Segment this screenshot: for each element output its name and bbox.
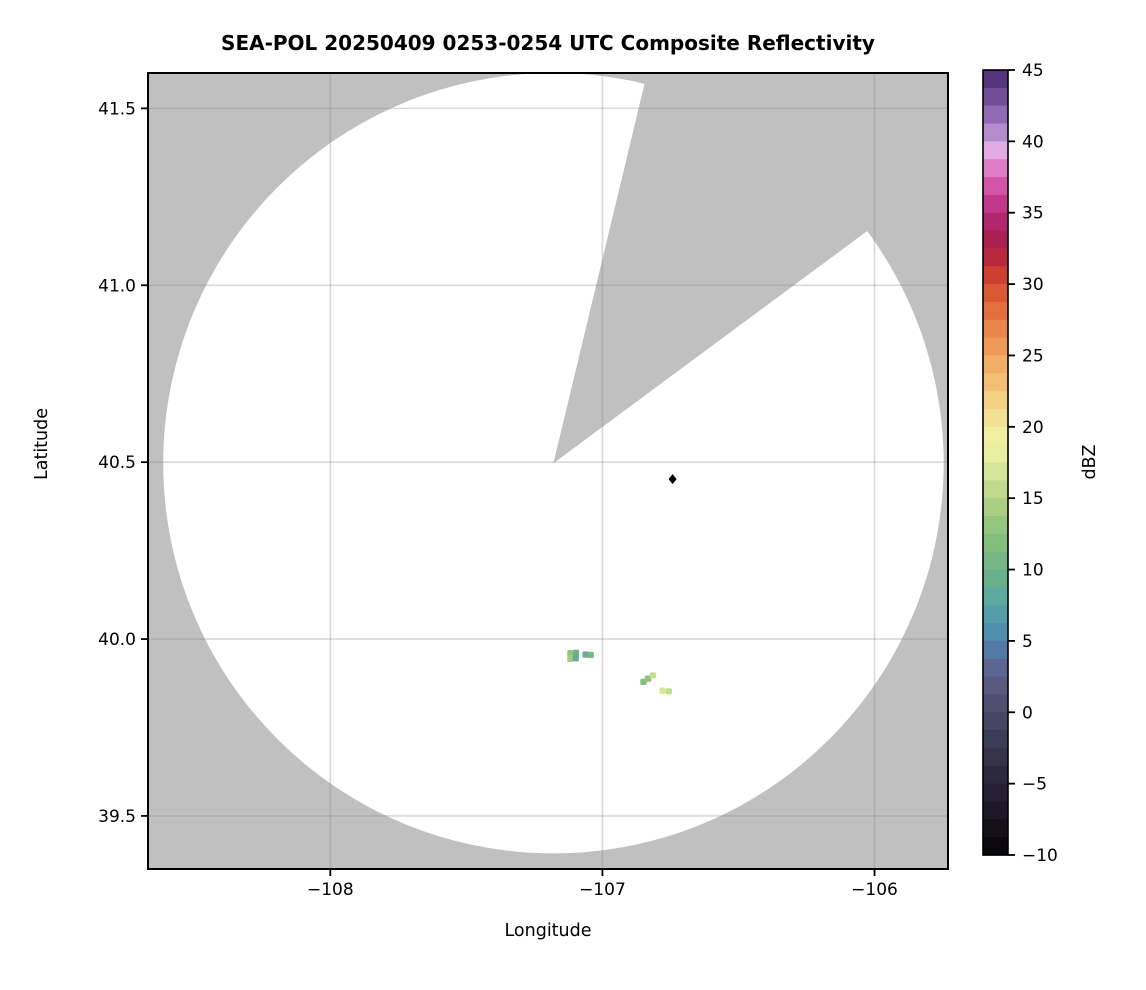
colorbar-cell [983, 623, 1008, 642]
colorbar-cell [983, 551, 1008, 571]
colorbar-cell [983, 194, 1008, 214]
colorbar-cell [983, 301, 1008, 321]
colorbar-cell [983, 516, 1008, 535]
echo-streak-central-cell [645, 675, 652, 682]
colorbar-tick-label: 40 [1022, 132, 1044, 152]
colorbar-tick-label: 30 [1022, 275, 1044, 295]
echo-cluster-west-cell [572, 649, 580, 657]
colorbar-cell [983, 284, 1008, 303]
colorbar-cell [983, 319, 1008, 339]
echo-cluster-west-cell [582, 651, 589, 658]
colorbar-cell [983, 837, 1008, 856]
echo-cluster-west-cell [567, 650, 574, 657]
colorbar-cell [983, 587, 1008, 606]
colorbar-cell [983, 337, 1008, 357]
colorbar-label: dBZ [1080, 444, 1100, 480]
colorbar-cell [983, 694, 1008, 713]
echo-cluster-west-cell [572, 654, 579, 662]
colorbar-tick-label: −5 [1022, 775, 1047, 795]
colorbar-cell [983, 462, 1008, 481]
colorbar-cell [983, 640, 1008, 660]
colorbar-tick-label: 5 [1022, 632, 1033, 652]
colorbar-tick-label: 45 [1022, 61, 1044, 81]
colorbar-cell [983, 355, 1008, 374]
y-axis-label: Latitude [32, 407, 52, 481]
colorbar-cell [983, 676, 1008, 696]
colorbar-cell [983, 373, 1008, 392]
colorbar-cell [983, 426, 1008, 446]
echo-pair-east-cell [659, 687, 666, 694]
colorbar-cell [983, 533, 1008, 553]
colorbar-cell [983, 605, 1008, 624]
colorbar-cell [983, 177, 1008, 196]
colorbar-cell [983, 819, 1008, 838]
colorbar-tick-label: 10 [1022, 561, 1044, 581]
colorbar-cell [983, 783, 1008, 803]
colorbar-cell [983, 87, 1008, 107]
y-tick-label: 41.0 [98, 276, 136, 296]
colorbar-cell [983, 248, 1008, 267]
colorbar-cell [983, 480, 1008, 499]
colorbar-cell [983, 212, 1008, 232]
colorbar-tick-label: 15 [1022, 489, 1044, 509]
colorbar-cell [983, 266, 1008, 285]
colorbar-cell [983, 444, 1008, 464]
y-tick-label: 39.5 [98, 807, 136, 827]
y-tick-label: 40.0 [98, 630, 136, 650]
colorbar-tick-label: 25 [1022, 346, 1044, 366]
colorbar-cell [983, 408, 1008, 428]
colorbar-tick-label: 20 [1022, 418, 1044, 438]
colorbar-tick-label: 35 [1022, 204, 1044, 224]
colorbar-cell [983, 141, 1008, 160]
map-layer [148, 73, 948, 869]
x-tick-label: −106 [851, 880, 898, 900]
colorbar-cell [983, 730, 1008, 749]
colorbar-cell [983, 230, 1008, 250]
echo-cluster-west-cell [587, 651, 594, 659]
colorbar-cell [983, 70, 1008, 89]
x-tick-label: −107 [579, 880, 626, 900]
colorbar-border [982, 69, 1009, 856]
colorbar-cell [983, 658, 1008, 678]
colorbar-tick-label: −10 [1022, 846, 1058, 866]
plot-title: SEA-POL 20250409 0253-0254 UTC Composite… [221, 31, 875, 55]
y-tick-label: 41.5 [98, 99, 136, 119]
site-marker-diamond [668, 474, 677, 485]
missing-data-wedge [553, 73, 916, 464]
x-axis-label: Longitude [504, 921, 592, 941]
y-tick-label: 40.5 [98, 453, 136, 473]
echo-cluster-west-cell [567, 655, 574, 663]
colorbar-tick-label: 0 [1022, 703, 1033, 723]
echo-pair-east-cell [665, 688, 672, 695]
plot-border [147, 72, 949, 870]
colorbar-cell [983, 569, 1008, 588]
colorbar-cell [983, 765, 1008, 785]
colorbar-cell [983, 105, 1008, 125]
colorbar-cell [983, 391, 1008, 410]
colorbar-cell [983, 747, 1008, 767]
x-tick-label: −108 [307, 880, 354, 900]
colorbar-cell [983, 159, 1008, 178]
colorbar-cell [983, 498, 1008, 517]
colorbar-cell [983, 123, 1008, 142]
colorbar-cell [983, 801, 1008, 820]
colorbar-cell [983, 712, 1008, 731]
echo-streak-central-cell [649, 672, 657, 679]
